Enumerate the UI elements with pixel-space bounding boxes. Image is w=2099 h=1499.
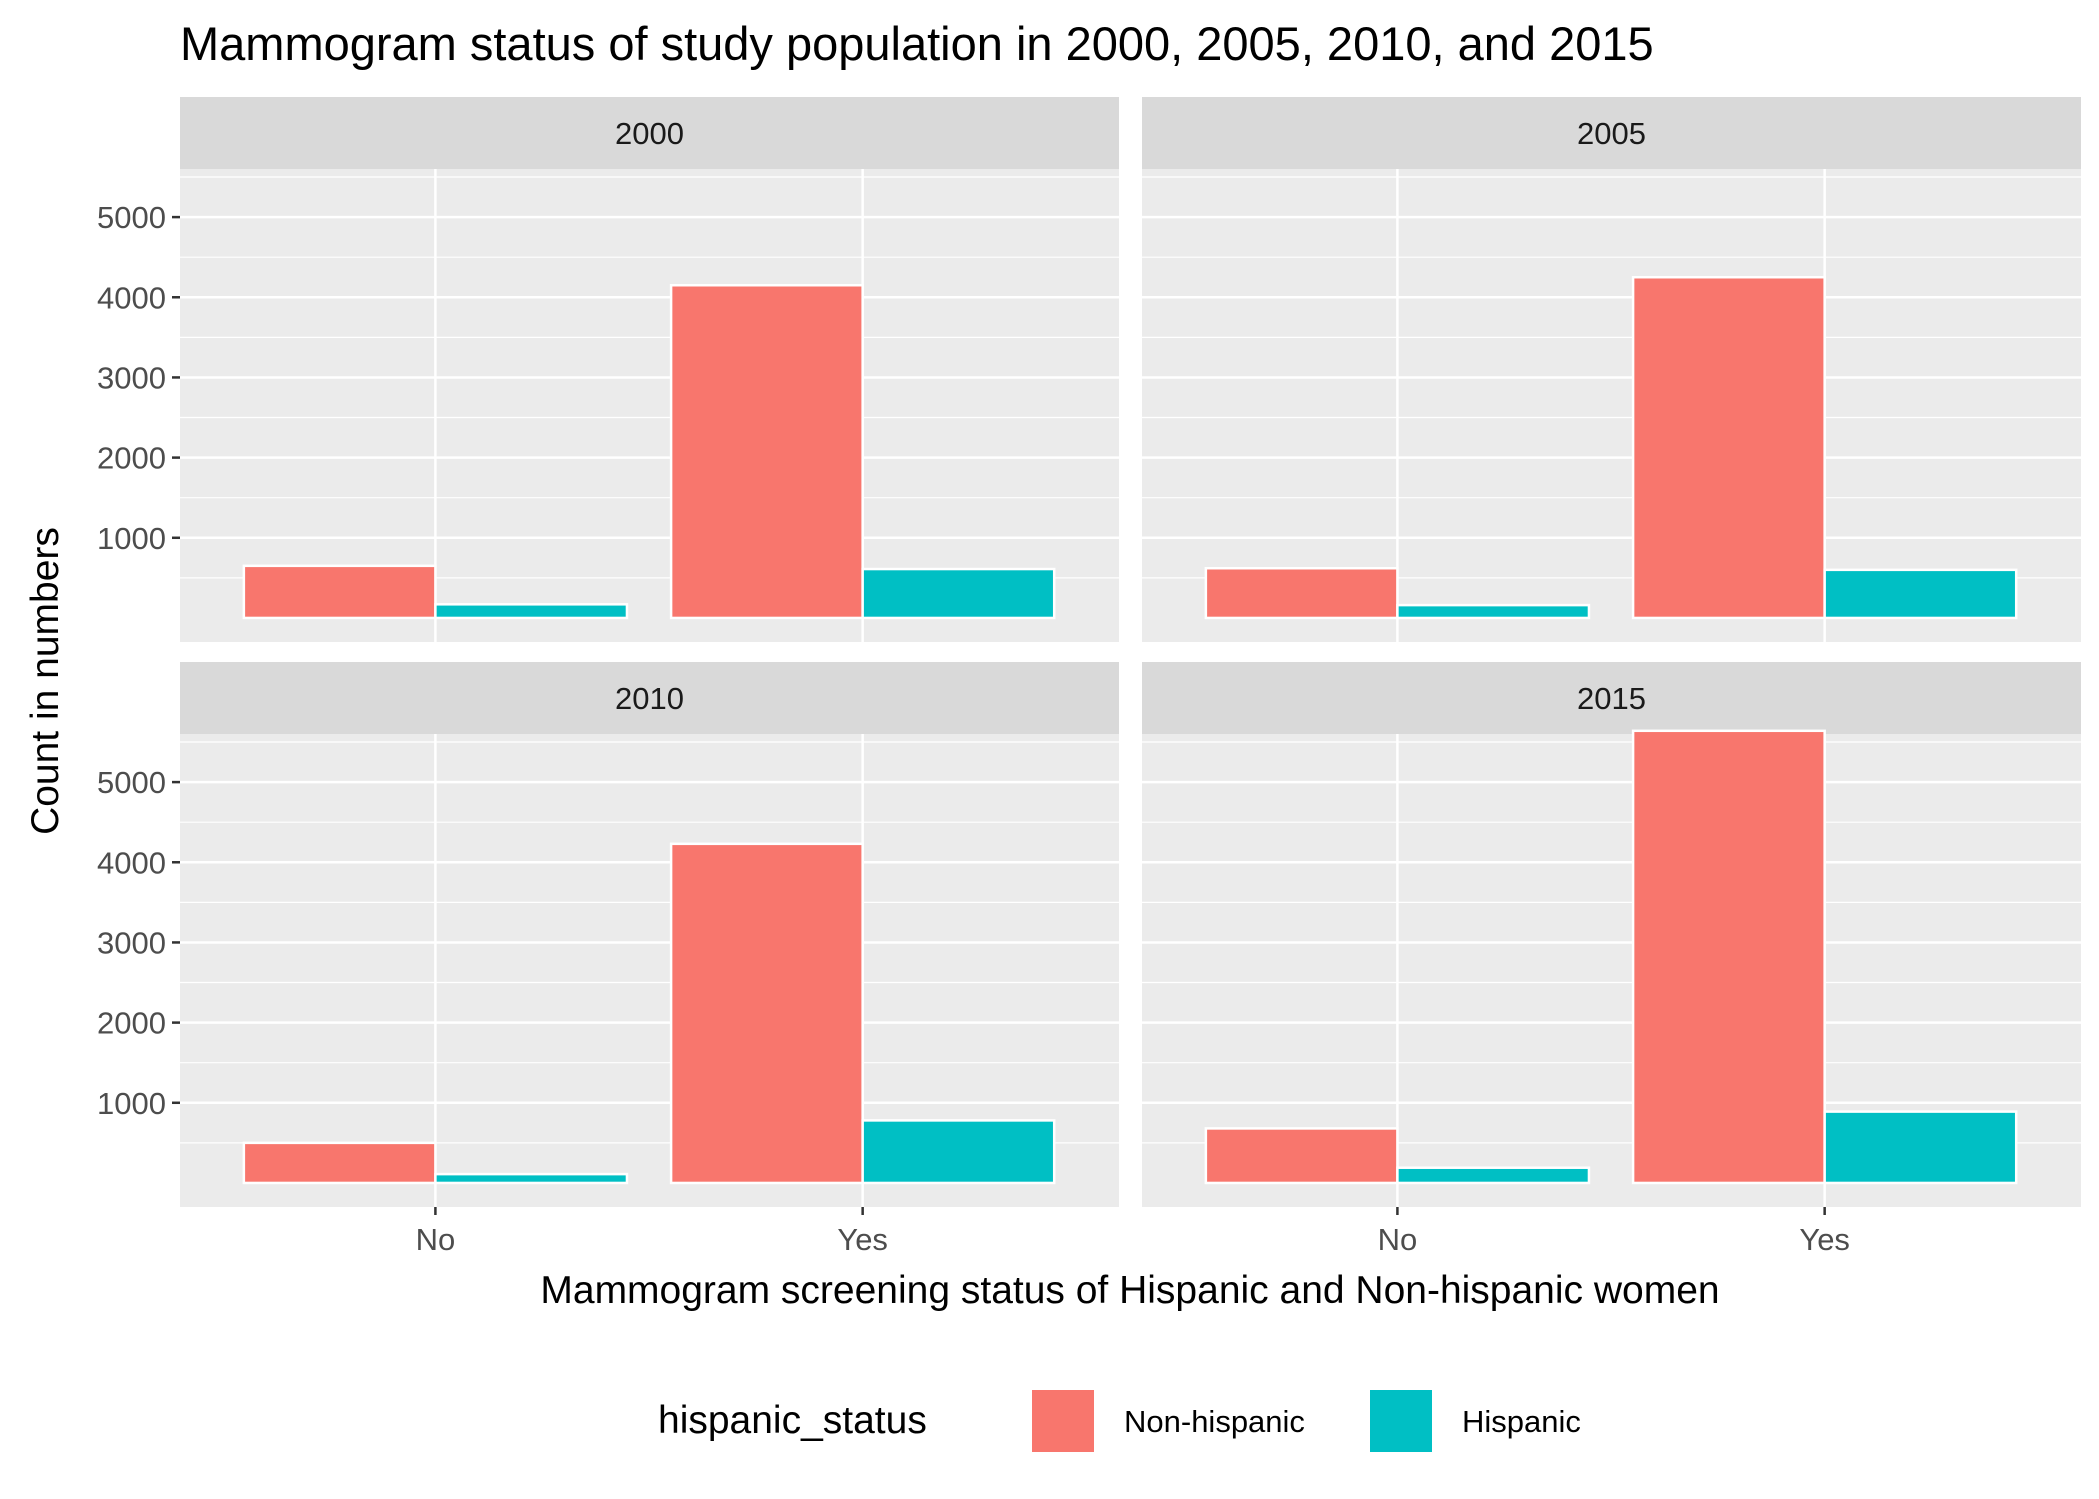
y-tick-label: 5000: [97, 200, 166, 235]
bar-hispanic-yes: [861, 1119, 1056, 1185]
bar-hispanic-no: [434, 603, 629, 620]
bar-non-hispanic-no: [242, 564, 437, 620]
bar-non-hispanic-no: [1204, 566, 1399, 620]
y-tick-label: 5000: [97, 765, 166, 800]
bar-hispanic-yes: [1823, 1110, 2018, 1185]
y-tick-label: 1000: [97, 521, 166, 556]
legend-label-non-hispanic: Non-hispanic: [1124, 1404, 1305, 1439]
x-tick-label: Yes: [1799, 1222, 1850, 1257]
panel-2015: 2015: [1142, 662, 2081, 1207]
facet-strip-label: 2010: [615, 681, 684, 716]
y-axis-label: Count in numbers: [24, 527, 67, 835]
legend-key-hispanic: [1370, 1390, 1432, 1452]
bar-non-hispanic-yes: [1631, 275, 1826, 620]
panel-background: [1142, 169, 2081, 642]
y-tick-label: 2000: [97, 441, 166, 476]
panel-2005: 2005: [1142, 97, 2081, 642]
y-tick-label: 3000: [97, 925, 166, 960]
legend-key-non-hispanic: [1032, 1390, 1094, 1452]
facet-strip: [1142, 662, 2081, 734]
x-axis-label: Mammogram screening status of Hispanic a…: [540, 1269, 1719, 1312]
bar-non-hispanic-yes: [669, 283, 864, 620]
y-tick-label: 2000: [97, 1006, 166, 1041]
bar-non-hispanic-yes: [669, 842, 864, 1185]
legend-label-hispanic: Hispanic: [1462, 1404, 1581, 1439]
panel-2010: 2010: [180, 662, 1119, 1207]
y-tick-label: 4000: [97, 845, 166, 880]
y-tick-label: 4000: [97, 280, 166, 315]
bar-hispanic-yes: [861, 567, 1056, 620]
facet-strip: [180, 662, 1119, 734]
facet-strip-label: 2000: [615, 116, 684, 151]
bar-hispanic-no: [434, 1172, 629, 1185]
panels-group: 2000 2005 2010 2015: [180, 97, 2081, 1207]
legend-title: hispanic_status: [658, 1399, 927, 1442]
panel-background: [180, 169, 1119, 642]
bar-non-hispanic-yes: [1631, 729, 1826, 1185]
panel-2000: 2000: [180, 97, 1119, 642]
facet-strip: [180, 97, 1119, 169]
x-tick-label: No: [416, 1222, 456, 1257]
x-axis-group: No Yes No Yes: [416, 1207, 1850, 1257]
bar-non-hispanic-no: [1204, 1127, 1399, 1185]
bar-non-hispanic-no: [242, 1141, 437, 1185]
x-tick-label: Yes: [837, 1222, 888, 1257]
bar-hispanic-no: [1396, 1166, 1591, 1185]
bar-hispanic-no: [1396, 603, 1591, 620]
bar-hispanic-yes: [1823, 568, 2018, 620]
facet-strip-label: 2015: [1577, 681, 1646, 716]
y-axis-group: 1000 2000 3000 4000 5000 1000 2000 3000 4000 5000: [97, 200, 180, 1121]
legend: hispanic_status Non-hispanic Hispanic: [658, 1390, 1581, 1452]
chart-title: Mammogram status of study population in …: [180, 17, 1654, 70]
y-tick-label: 1000: [97, 1086, 166, 1121]
x-tick-label: No: [1378, 1222, 1418, 1257]
y-tick-label: 3000: [97, 360, 166, 395]
facet-strip-label: 2005: [1577, 116, 1646, 151]
facet-strip: [1142, 97, 2081, 169]
